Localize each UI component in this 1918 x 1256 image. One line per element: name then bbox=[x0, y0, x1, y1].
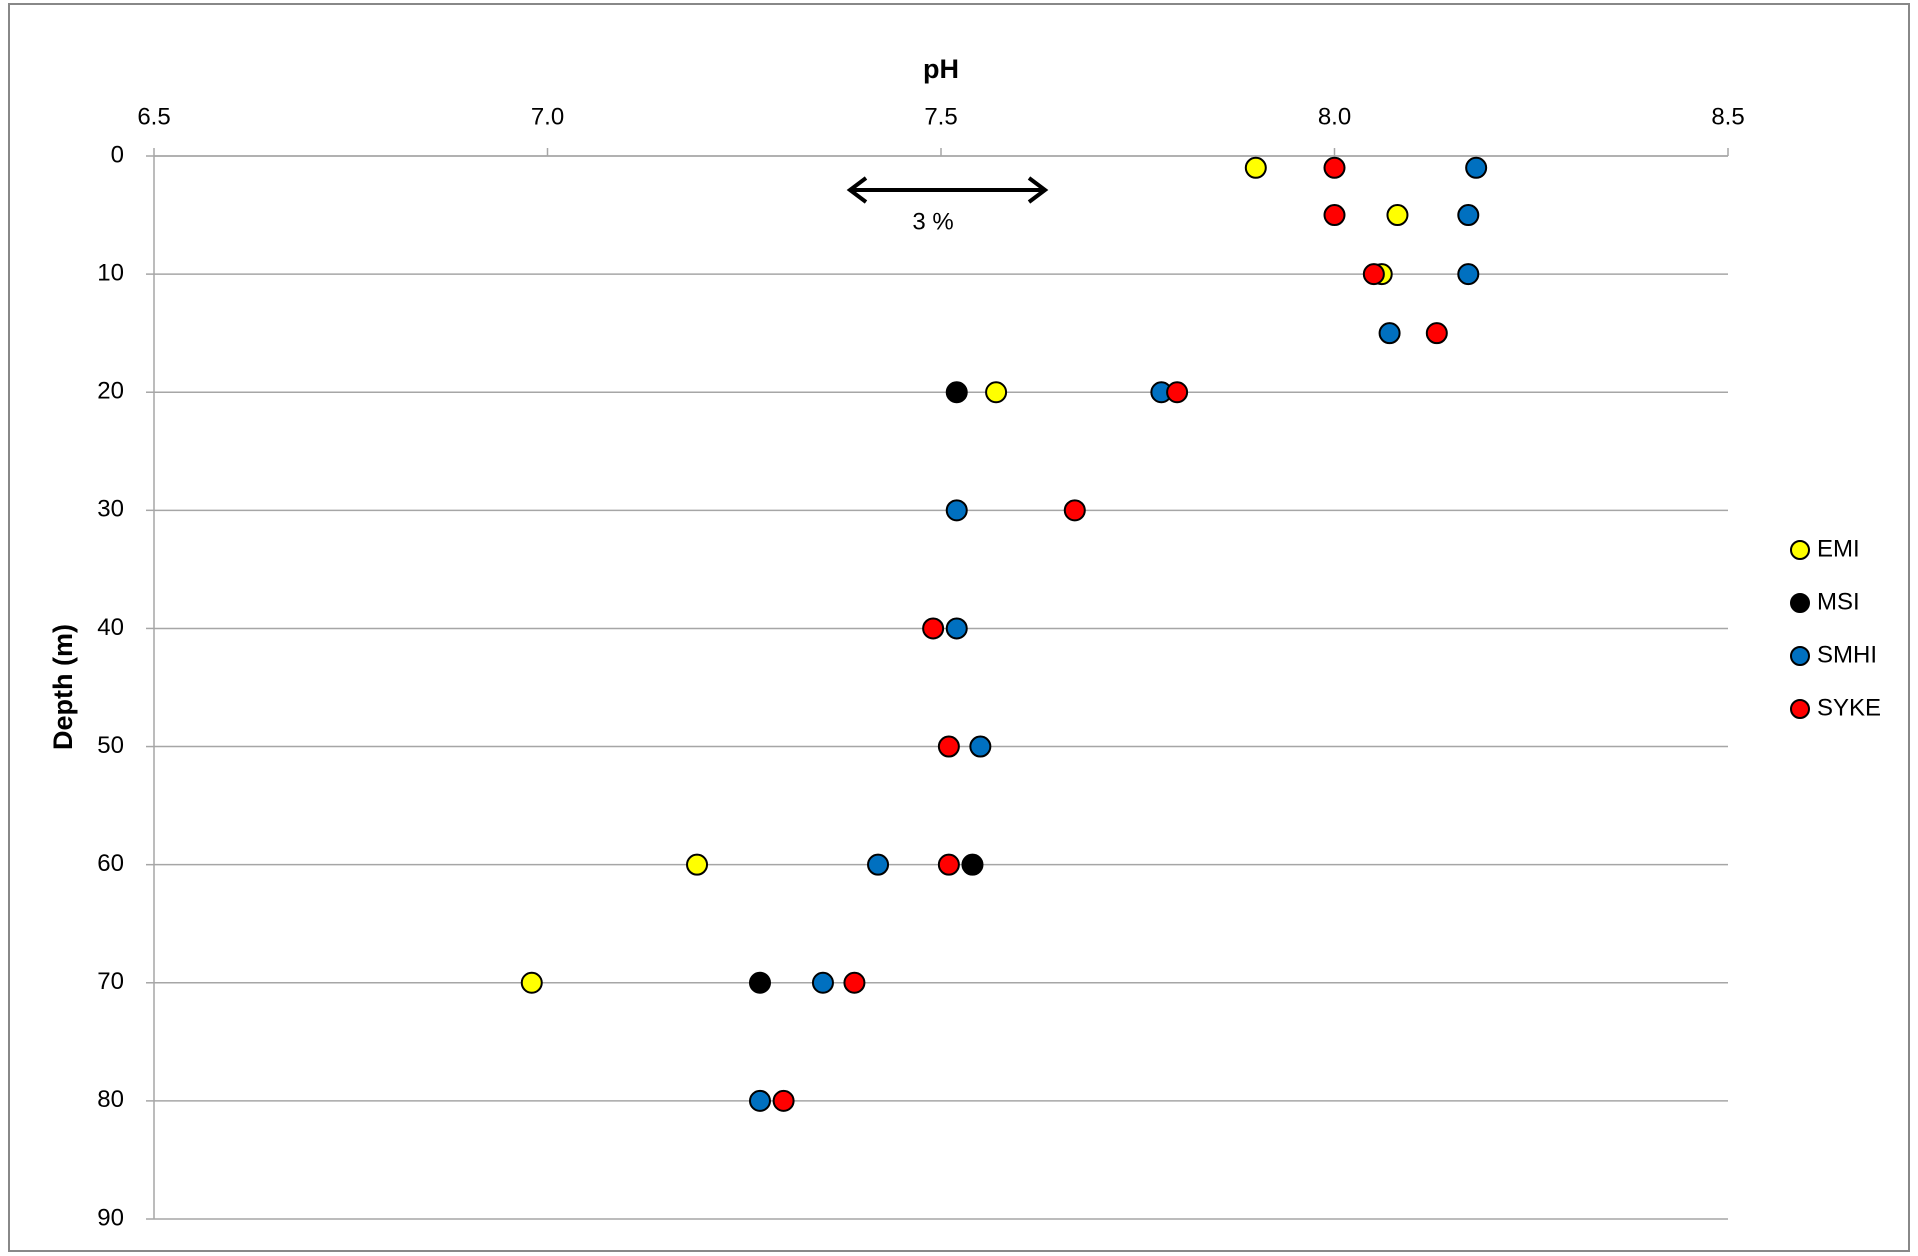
legend-marker bbox=[1790, 646, 1810, 666]
data-point bbox=[945, 499, 968, 522]
data-point bbox=[811, 971, 834, 994]
data-point bbox=[1378, 322, 1401, 345]
data-point bbox=[1457, 204, 1480, 227]
legend-marker bbox=[1790, 699, 1810, 719]
data-point bbox=[937, 735, 960, 758]
x-tick-label: 7.5 bbox=[924, 103, 957, 130]
y-tick-label: 90 bbox=[97, 1204, 124, 1231]
y-tick-label: 30 bbox=[97, 496, 124, 523]
x-axis-title: pH bbox=[923, 54, 959, 84]
y-axis-title: Depth (m) bbox=[48, 624, 78, 750]
data-point bbox=[1457, 263, 1480, 286]
data-point bbox=[937, 853, 960, 876]
y-tick-label: 70 bbox=[97, 968, 124, 995]
data-point bbox=[1166, 381, 1189, 404]
data-point bbox=[867, 853, 890, 876]
legend-marker bbox=[1790, 593, 1810, 613]
y-tick-label: 10 bbox=[97, 259, 124, 286]
y-tick-label: 50 bbox=[97, 732, 124, 759]
data-point bbox=[945, 617, 968, 640]
data-point bbox=[945, 381, 968, 404]
x-tick-label: 7.0 bbox=[531, 103, 564, 130]
data-point bbox=[748, 971, 771, 994]
legend-marker bbox=[1790, 540, 1810, 560]
data-point bbox=[1063, 499, 1086, 522]
data-point bbox=[748, 1089, 771, 1112]
y-tick-label: 60 bbox=[97, 850, 124, 877]
data-point bbox=[961, 853, 984, 876]
data-point bbox=[1323, 156, 1346, 179]
data-point bbox=[985, 381, 1008, 404]
data-point bbox=[520, 971, 543, 994]
legend-label: SYKE bbox=[1817, 694, 1881, 721]
data-point bbox=[969, 735, 992, 758]
y-tick-label: 0 bbox=[111, 141, 124, 168]
x-tick-label: 8.5 bbox=[1711, 103, 1744, 130]
x-tick-label: 8.0 bbox=[1318, 103, 1351, 130]
data-point bbox=[686, 853, 709, 876]
y-tick-label: 40 bbox=[97, 614, 124, 641]
data-point bbox=[1425, 322, 1448, 345]
legend-label: EMI bbox=[1817, 535, 1860, 562]
data-point bbox=[1465, 156, 1488, 179]
y-tick-label: 20 bbox=[97, 378, 124, 405]
data-point bbox=[1362, 263, 1385, 286]
data-point bbox=[772, 1089, 795, 1112]
data-point bbox=[1386, 204, 1409, 227]
data-point bbox=[1323, 204, 1346, 227]
x-tick-label: 6.5 bbox=[137, 103, 170, 130]
data-point bbox=[1244, 156, 1267, 179]
data-point bbox=[843, 971, 866, 994]
annotation: 3 % bbox=[912, 208, 953, 235]
data-point bbox=[922, 617, 945, 640]
annotation-arrow bbox=[846, 176, 1049, 204]
y-tick-label: 80 bbox=[97, 1086, 124, 1113]
legend-label: SMHI bbox=[1817, 641, 1877, 668]
legend-label: MSI bbox=[1817, 588, 1860, 615]
